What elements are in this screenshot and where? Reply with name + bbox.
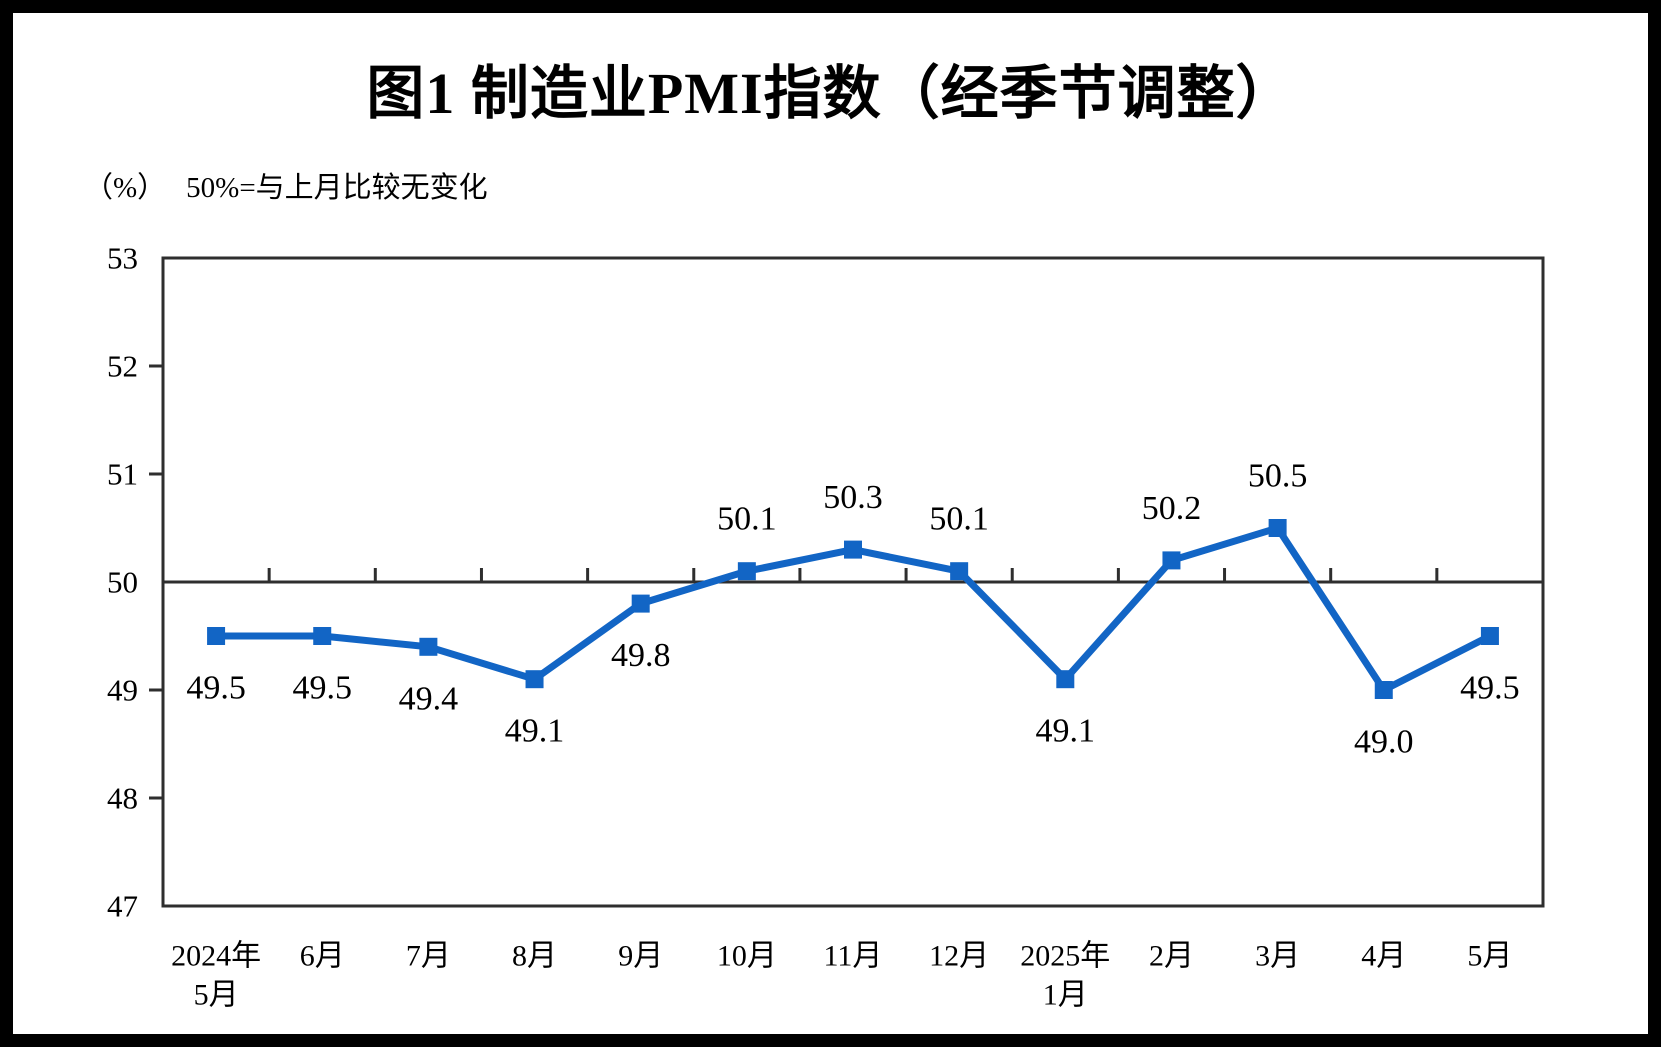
data-point-marker: [1056, 670, 1075, 689]
data-label: 49.5: [1460, 670, 1520, 707]
y-axis-label: 53: [107, 241, 138, 276]
y-axis-label: 50: [107, 565, 138, 600]
category-label: 5月: [1467, 940, 1512, 973]
category-label: 9月: [618, 940, 663, 973]
y-axis-label: 51: [107, 457, 138, 492]
data-label: 50.5: [1248, 458, 1308, 495]
y-axis-label: 47: [107, 889, 138, 924]
data-label: 50.1: [717, 501, 777, 538]
category-label: 1月: [1043, 979, 1088, 1012]
data-label: 49.1: [505, 713, 565, 750]
data-label: 49.4: [399, 680, 459, 717]
y-axis-label: 52: [107, 349, 138, 384]
chart-subtitle: （%） 50%=与上月比较无变化: [84, 164, 488, 206]
data-point-marker: [525, 670, 544, 689]
data-point-marker: [737, 562, 756, 581]
data-point-marker: [313, 627, 332, 645]
data-label: 49.8: [611, 637, 671, 674]
reference-note: 50%=与上月比较无变化: [186, 172, 488, 204]
category-label: 6月: [300, 940, 345, 973]
data-label: 50.3: [823, 479, 883, 516]
category-label: 12月: [929, 940, 989, 973]
data-label: 49.5: [186, 670, 246, 707]
category-label: 10月: [717, 940, 777, 973]
category-label: 3月: [1255, 940, 1300, 973]
category-label: 7月: [406, 940, 451, 973]
category-label: 5月: [194, 979, 239, 1012]
data-point-marker: [1268, 519, 1287, 537]
data-point-marker: [631, 594, 650, 613]
category-label: 11月: [824, 940, 883, 973]
y-axis-label: 48: [107, 781, 138, 816]
data-label: 49.1: [1036, 713, 1096, 750]
data-label: 49.0: [1354, 724, 1414, 761]
data-label: 49.5: [292, 670, 352, 707]
data-point-marker: [419, 637, 438, 656]
category-label: 8月: [512, 940, 557, 973]
data-point-marker: [1374, 681, 1393, 699]
data-point-marker: [207, 627, 226, 645]
plot-border: [161, 256, 1545, 908]
data-point-marker: [950, 562, 969, 581]
category-label: 2024年: [171, 940, 261, 973]
chart-title: 图1 制造业PMI指数（经季节调整）: [366, 61, 1295, 126]
category-label: 4月: [1361, 940, 1406, 973]
category-label: 2月: [1149, 940, 1194, 973]
data-point-marker: [1162, 551, 1181, 570]
data-point-marker: [844, 540, 862, 559]
data-point-marker: [1480, 627, 1499, 645]
category-label: 2025年: [1020, 940, 1110, 973]
y-axis-unit-label: （%）: [84, 172, 167, 204]
data-label: 50.1: [929, 501, 989, 538]
data-label: 50.2: [1142, 490, 1202, 527]
y-axis-label: 49: [107, 673, 138, 708]
